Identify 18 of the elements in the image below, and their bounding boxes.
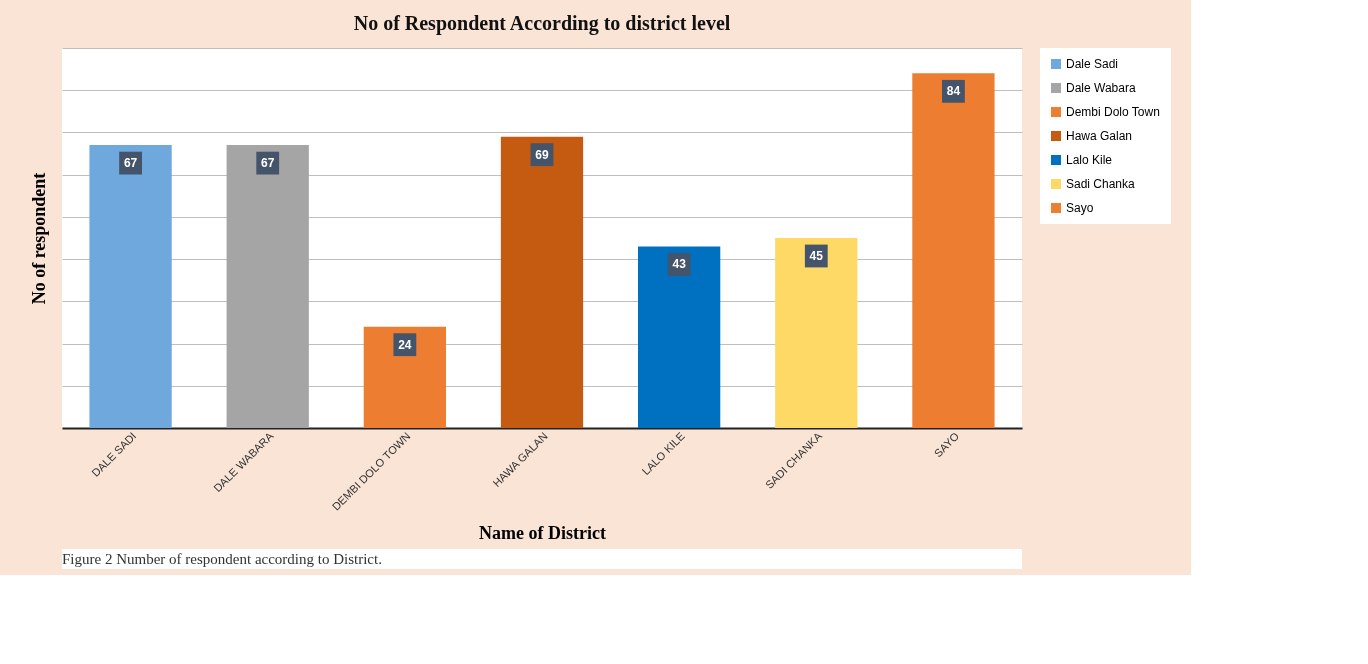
legend-label: Dale Sadi	[1066, 57, 1119, 71]
legend-label: Dale Wabara	[1066, 81, 1136, 95]
data-label: 45	[809, 249, 824, 263]
data-label: 43	[672, 257, 687, 272]
data-label: 24	[398, 337, 412, 352]
legend-label: Hawa Galan	[1066, 129, 1133, 143]
data-label: 67	[123, 156, 138, 171]
data-label: 84	[946, 84, 961, 99]
legend-label: Dembi Dolo Town	[1066, 105, 1160, 119]
legend-label: Sayo	[1066, 201, 1094, 215]
legend-label: Lalo Kile	[1066, 153, 1113, 167]
data-label: 69	[535, 147, 549, 162]
y-axis-title: No of respondent	[28, 172, 49, 305]
caption: Figure 2 Number of respondent according to District.	[62, 551, 382, 567]
data-label: 67	[261, 156, 275, 171]
x-axis-title: Name of District	[479, 522, 606, 543]
chart-title: No of Respondent According to district level	[353, 12, 731, 35]
legend-label: Sadi Chanka	[1066, 177, 1136, 191]
